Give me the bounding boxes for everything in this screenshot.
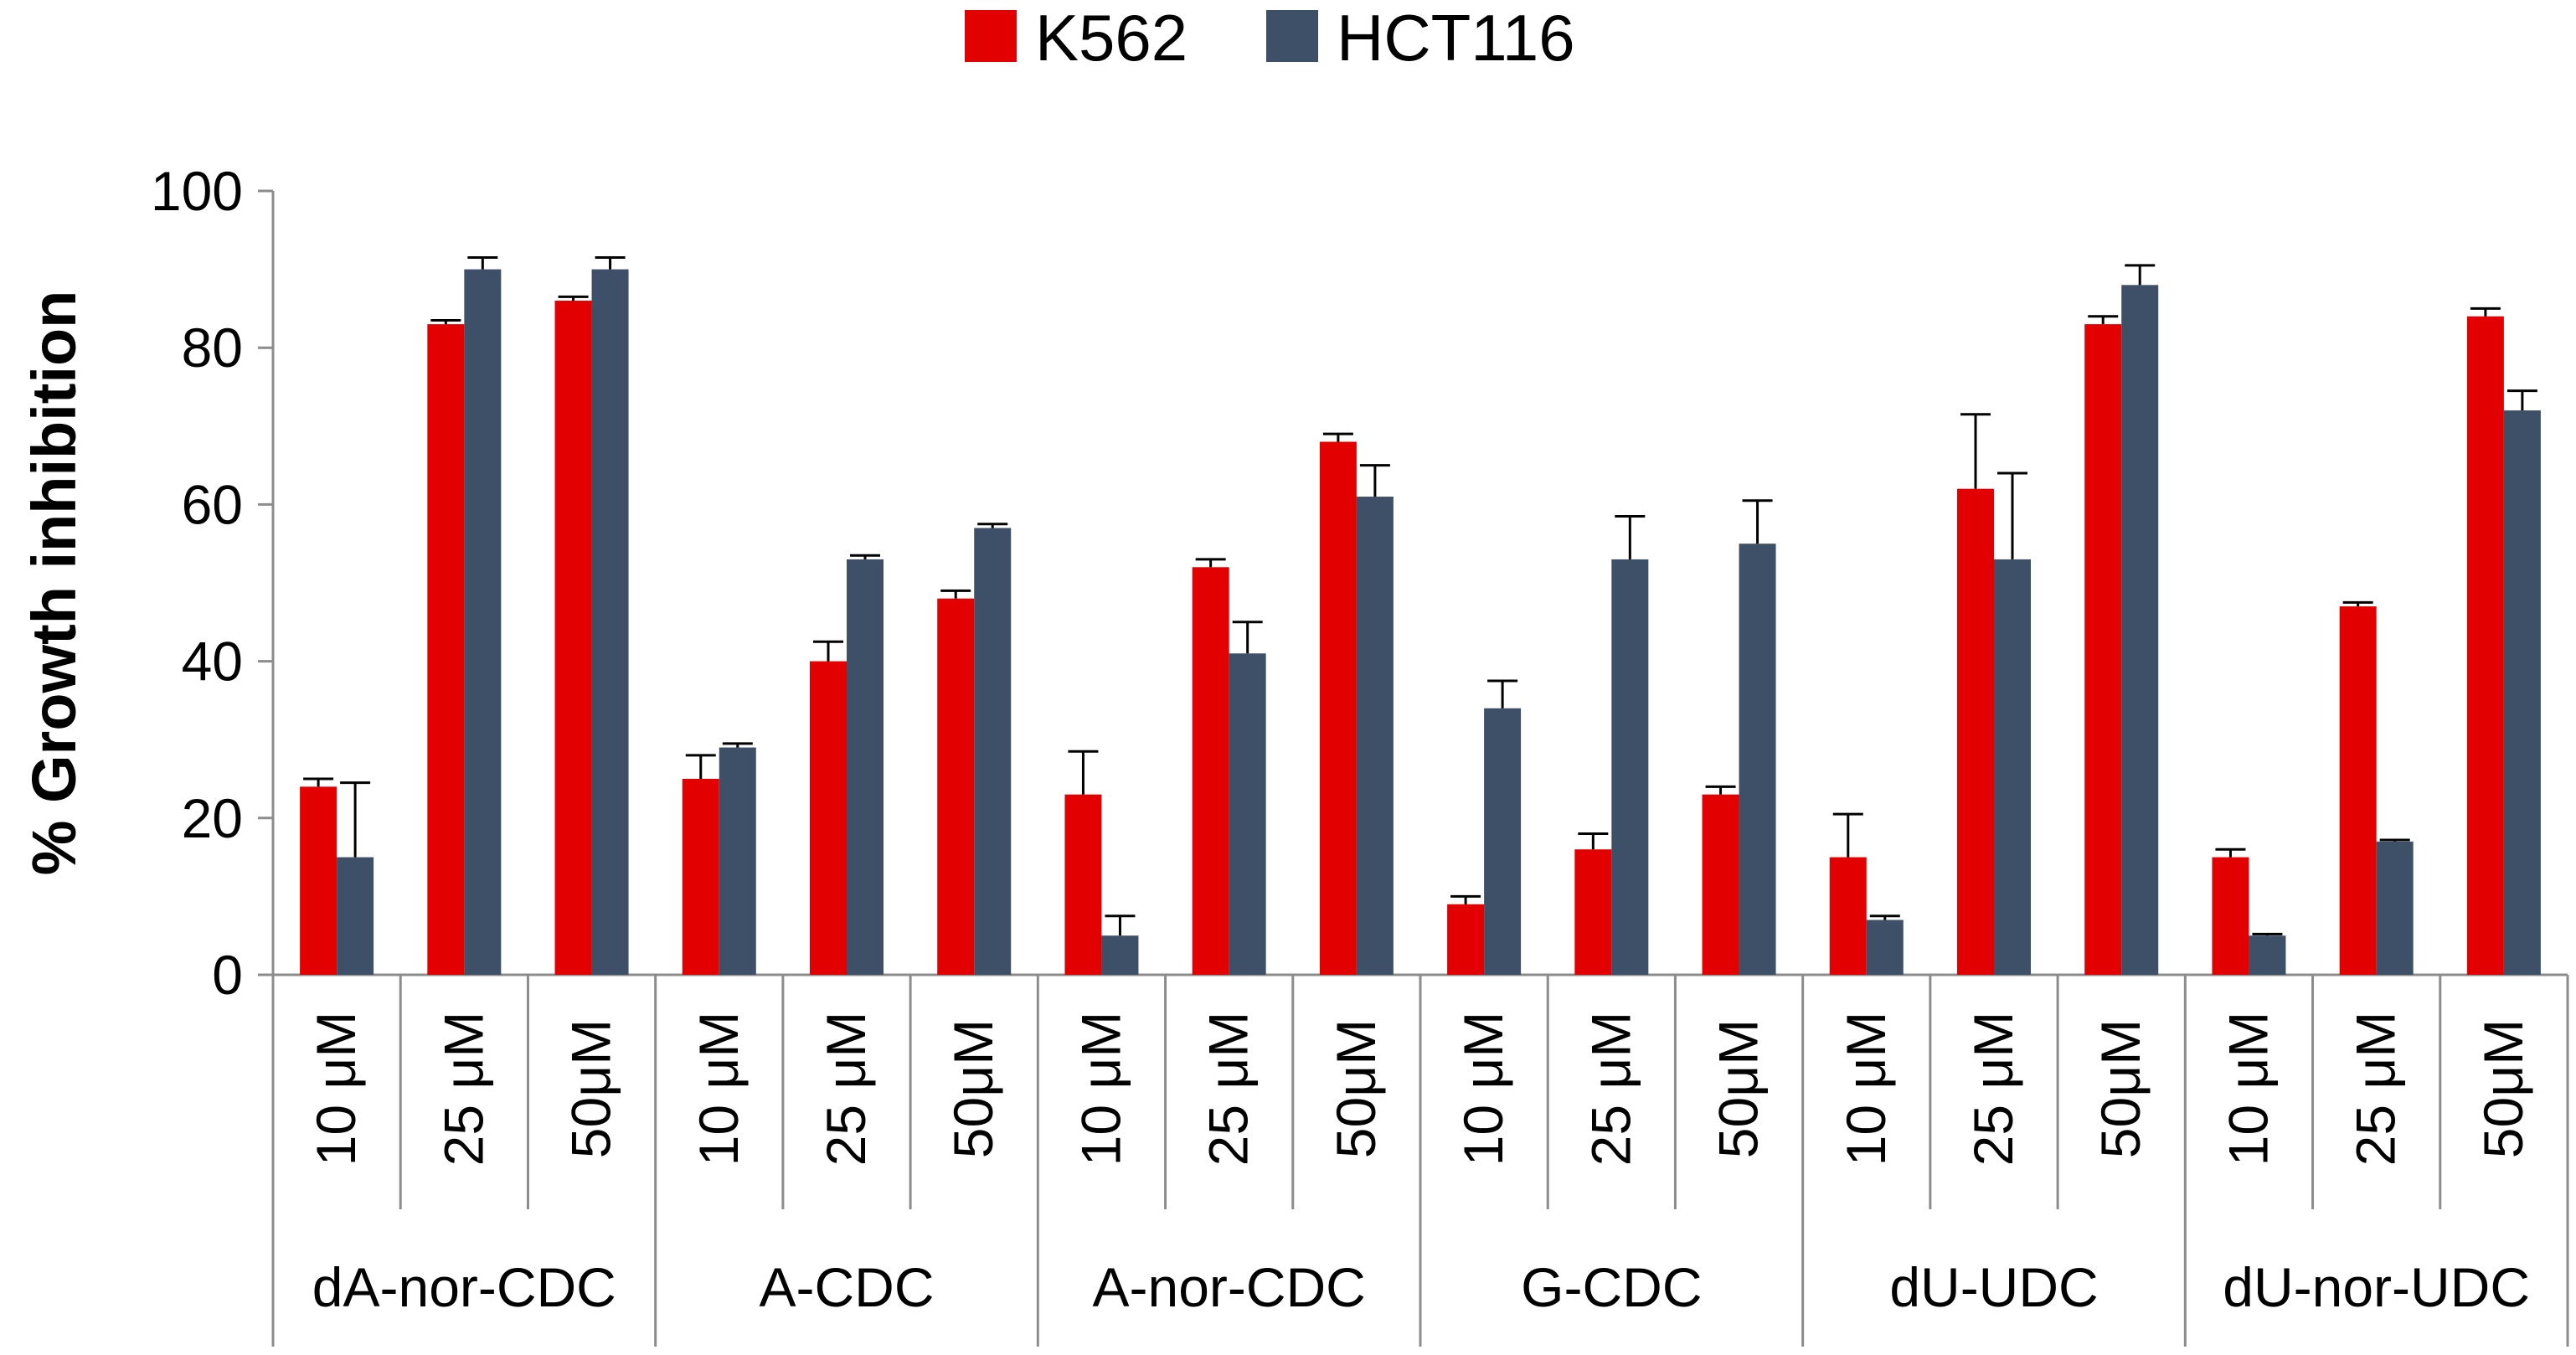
bar-hct116-g-cdc-2 [1611,559,1649,975]
x-category-label: 25 μM [2345,1012,2407,1167]
x-category-label: 50μM [1325,1019,1387,1158]
bar-k562-a-cdc-2 [810,661,847,975]
bar-k562-da-nor-cdc-1 [300,786,337,975]
bar-k562-g-cdc-3 [1702,794,1739,975]
bar-k562-g-cdc-2 [1574,849,1612,975]
bars [300,256,2541,976]
x-group-label-a-nor-cdc: A-nor-CDC [1092,1256,1365,1318]
x-category-label: 50μM [1708,1019,1770,1158]
bar-hct116-a-cdc-2 [847,559,884,975]
x-group-label-da-nor-cdc: dA-nor-CDC [312,1256,616,1318]
x-category-label: 10 μM [688,1012,750,1167]
y-tick-label: 40 [182,631,243,693]
legend-swatch-k562 [965,10,1017,62]
y-axis-title: % Growth inhibition [19,291,89,876]
bar-k562-du-nor-udc-3 [2466,316,2504,975]
x-category-label: 50μM [2089,1019,2151,1158]
x-category-label: 25 μM [432,1012,494,1167]
bar-k562-du-udc-2 [1957,488,1994,975]
bar-hct116-a-nor-cdc-2 [1229,653,1266,975]
bar-hct116-g-cdc-3 [1739,544,1776,975]
bar-hct116-du-udc-1 [1866,920,1904,975]
bar-k562-a-nor-cdc-3 [1319,441,1357,975]
bar-k562-du-udc-1 [1829,857,1867,975]
bar-hct116-du-nor-udc-3 [2503,410,2541,976]
x-group-label-du-nor-udc: dU-nor-UDC [2223,1256,2530,1318]
y-tick-label: 20 [182,787,243,849]
legend-label-hct116: HCT116 [1337,1,1575,75]
x-category-label: 25 μM [1198,1012,1260,1167]
legend: K562 HCT116 [965,1,1575,75]
x-category-label: 50μM [2472,1019,2534,1158]
bar-hct116-du-nor-udc-1 [2249,935,2286,975]
bar-k562-du-nor-udc-2 [2339,606,2377,975]
bar-k562-a-nor-cdc-2 [1192,567,1229,975]
bar-hct116-a-cdc-3 [974,528,1012,975]
bar-hct116-du-nor-udc-2 [2376,841,2414,975]
x-category-label: 25 μM [815,1012,877,1167]
x-group-label-a-cdc: A-CDC [760,1256,935,1318]
bar-hct116-da-nor-cdc-2 [464,269,502,976]
bar-hct116-a-cdc-1 [719,747,756,975]
y-tick-label: 60 [182,473,243,535]
bar-k562-da-nor-cdc-2 [427,324,465,975]
bar-k562-a-nor-cdc-1 [1064,794,1102,975]
bar-hct116-a-nor-cdc-1 [1101,935,1139,975]
bar-k562-du-udc-3 [2084,324,2122,975]
bar-hct116-da-nor-cdc-3 [591,269,629,976]
x-category-label: 25 μM [1962,1012,2024,1167]
y-tick-label: 80 [182,317,243,379]
bar-k562-a-cdc-3 [937,598,975,975]
axis-labels: 0 20 40 60 80 100 % Growth inhibition 10 μM 25 μ… [19,160,2534,1318]
x-category-label: 10 μM [1452,1012,1514,1167]
legend-label-k562: K562 [1035,1,1188,75]
bar-hct116-g-cdc-1 [1484,708,1522,975]
x-category-label: 50μM [942,1019,1004,1158]
axes [258,189,2569,1347]
bar-k562-a-cdc-1 [682,779,719,975]
x-group-label-du-udc: dU-UDC [1889,1256,2098,1318]
x-category-label: 10 μM [1835,1012,1897,1167]
bar-hct116-da-nor-cdc-1 [337,857,374,975]
x-category-label: 50μM [560,1019,622,1158]
bar-k562-g-cdc-1 [1447,904,1485,975]
bar-hct116-du-udc-2 [1994,559,2031,975]
x-category-label: 10 μM [2217,1012,2279,1167]
x-category-label: 25 μM [1579,1012,1641,1167]
bar-k562-du-nor-udc-1 [2212,857,2249,975]
x-category-label: 10 μM [305,1012,367,1167]
legend-swatch-hct116 [1266,10,1318,62]
bar-k562-da-nor-cdc-3 [554,301,592,975]
bar-hct116-du-udc-3 [2121,285,2159,975]
y-tick-label: 0 [212,944,243,1006]
x-category-label: 10 μM [1069,1012,1131,1167]
bar-hct116-a-nor-cdc-3 [1356,497,1394,975]
x-group-label-g-cdc: G-CDC [1521,1256,1702,1318]
y-tick-label: 100 [151,160,243,222]
